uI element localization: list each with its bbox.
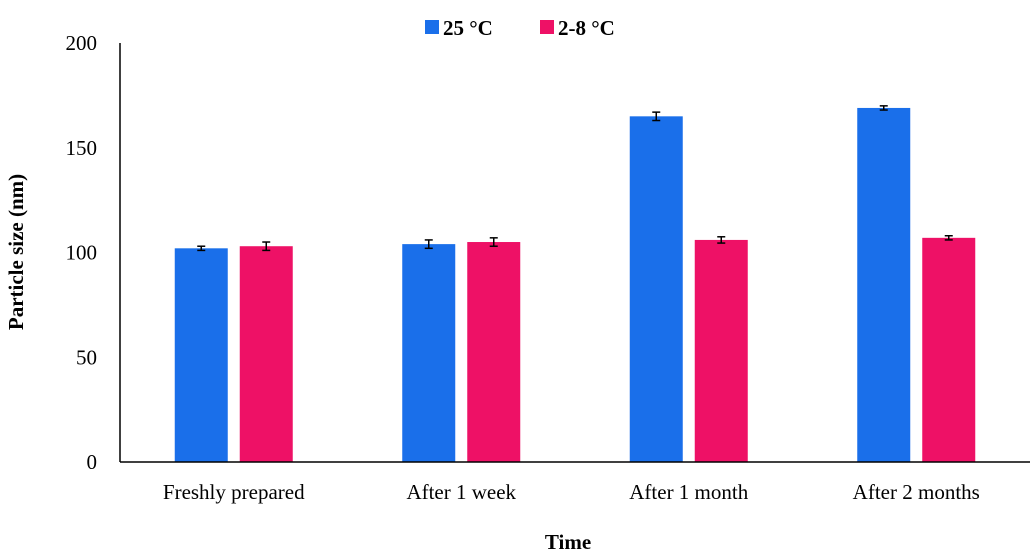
x-axis-title: Time — [545, 530, 591, 554]
error-bars — [197, 105, 953, 252]
bar — [174, 248, 228, 462]
x-tick-label: After 1 week — [406, 480, 516, 504]
bar — [467, 242, 521, 462]
x-tick-label: After 2 months — [853, 480, 980, 504]
bars — [174, 107, 976, 462]
x-axis-tick-labels: Freshly prepared After 1 week After 1 mont… — [163, 480, 980, 504]
bar — [239, 246, 293, 462]
legend-swatch-25c — [425, 20, 439, 34]
y-axis-ticks: 0 50 100 150 200 — [66, 31, 98, 474]
y-tick-label: 100 — [66, 241, 98, 265]
y-tick-label: 0 — [87, 450, 98, 474]
y-tick-label: 150 — [66, 136, 98, 160]
legend-label-25c: 25 °C — [443, 16, 493, 40]
bar — [922, 237, 976, 462]
bar — [694, 239, 748, 462]
x-tick-label: Freshly prepared — [163, 480, 305, 504]
bar — [629, 116, 683, 462]
bar — [857, 107, 911, 462]
legend-swatch-2-8c — [540, 20, 554, 34]
y-axis-title: Particle size (nm) — [4, 174, 28, 330]
x-tick-label: After 1 month — [629, 480, 748, 504]
legend: 25 °C 2-8 °C — [425, 16, 615, 40]
y-tick-label: 200 — [66, 31, 98, 55]
legend-label-2-8c: 2-8 °C — [558, 16, 615, 40]
bar — [402, 244, 456, 462]
y-tick-label: 50 — [76, 345, 97, 369]
